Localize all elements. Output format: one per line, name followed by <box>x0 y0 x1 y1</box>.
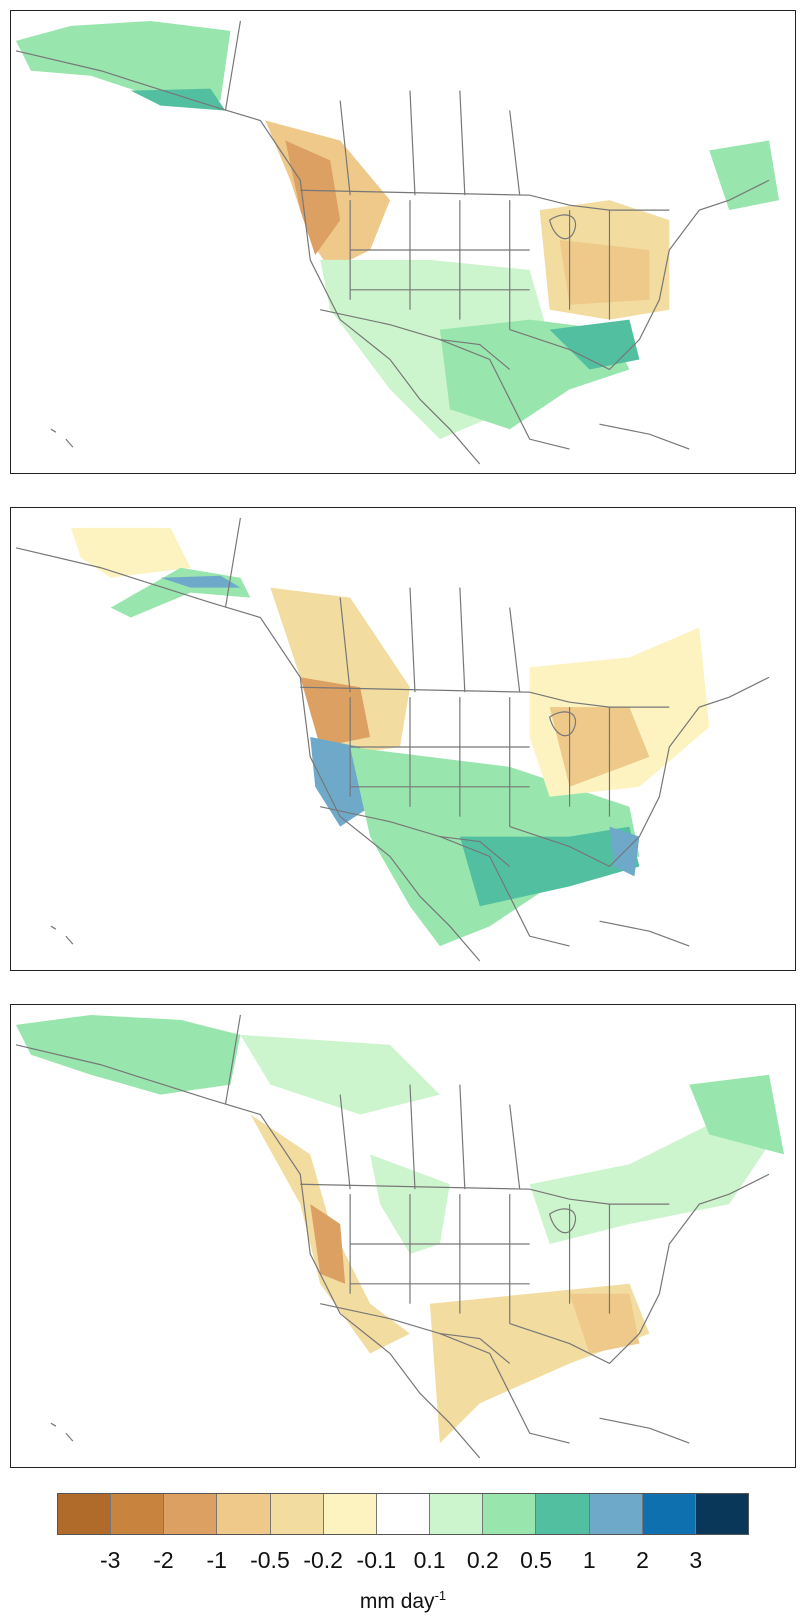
state-lines <box>349 1194 611 1324</box>
great-lakes <box>548 1208 577 1234</box>
alaska-wet-region <box>15 1014 241 1095</box>
cuba-island <box>599 1417 690 1444</box>
state-lines <box>349 200 611 330</box>
map-canvas <box>15 20 780 465</box>
colorbar-swatch <box>430 1494 484 1534</box>
colorbar-tick-label: -0.2 <box>303 1547 343 1573</box>
precip-map-middle <box>10 507 796 971</box>
northwest-dry-region <box>270 587 410 757</box>
colorbar-tick-label: -1 <box>206 1547 227 1573</box>
southeast-dry-core <box>569 1293 640 1354</box>
colorbar-swatch <box>376 1494 431 1534</box>
colorbar-tick-label: 3 <box>689 1547 703 1573</box>
cuba-island <box>599 920 690 947</box>
map-canvas <box>15 1014 785 1459</box>
coastline <box>15 547 770 962</box>
colorbar <box>57 1493 749 1535</box>
northeast-wet-region <box>529 1124 770 1244</box>
colorbar-swatch <box>323 1494 377 1534</box>
colorbar-tick-label: 0.5 <box>520 1547 553 1573</box>
colorbar-swatch <box>111 1494 165 1534</box>
colorbar-tick-label: -2 <box>153 1547 174 1573</box>
state-lines <box>349 697 611 827</box>
west-coast-dry-core <box>310 1204 346 1284</box>
precip-map-top <box>10 10 796 474</box>
province-lines <box>224 20 521 196</box>
colorbar-units-label: mm day-1 <box>0 1588 806 1614</box>
province-lines <box>224 1014 521 1190</box>
northwest-dry-core <box>285 140 341 255</box>
alaska-wet-region <box>15 20 231 101</box>
canada-us-border <box>300 189 670 211</box>
newfoundland-wet <box>709 140 780 211</box>
units-text: mm day <box>359 1590 435 1613</box>
coastline <box>15 1044 770 1459</box>
colorbar-tick-label: -0.5 <box>250 1547 290 1573</box>
coastline <box>15 50 770 465</box>
colorbar-tick-label: -0.1 <box>356 1547 397 1573</box>
colorbar-swatch <box>217 1494 271 1534</box>
us-mexico-border <box>320 806 511 867</box>
colorbar-swatch <box>270 1494 324 1534</box>
alaska-dry-region <box>70 527 191 578</box>
units-exponent: -1 <box>434 1588 447 1603</box>
canada-us-border <box>300 1183 670 1205</box>
east-dry-core <box>559 240 650 305</box>
province-lines <box>224 517 521 693</box>
cuba-island <box>599 423 690 450</box>
us-mexico-border <box>320 1303 511 1364</box>
colorbar-tick-label: 0.1 <box>413 1547 446 1573</box>
map-canvas <box>15 517 770 962</box>
colorbar-swatch <box>695 1494 749 1534</box>
canada-us-border <box>300 686 670 708</box>
colorbar-swatch <box>164 1494 218 1534</box>
precip-map-bottom <box>10 1004 796 1468</box>
alaska-wet-core <box>130 88 226 111</box>
hawaii-islands <box>50 428 74 448</box>
great-lakes <box>548 711 577 737</box>
colorbar-tick-labels: -3 -2 -1 -0.5 -0.2 -0.1 0.1 0.2 0.5 1 2 3 <box>57 1547 749 1577</box>
northwest-dry-core <box>300 677 371 747</box>
hawaii-islands <box>50 1422 74 1442</box>
colorbar-swatch <box>536 1494 590 1534</box>
colorbar-tick-label: 2 <box>636 1547 649 1573</box>
colorbar-swatch <box>483 1494 537 1534</box>
alaska-wet-core <box>160 575 241 588</box>
southeast-wet-core <box>549 319 640 370</box>
hawaii-islands <box>50 925 74 945</box>
colorbar-tick-label: 1 <box>582 1547 596 1573</box>
labrador-wet <box>689 1074 785 1155</box>
colorbar-tick-label: 0.2 <box>466 1547 499 1573</box>
north-canada-wet <box>240 1034 440 1115</box>
us-mexico-border <box>320 309 511 370</box>
colorbar-tick-label: -3 <box>99 1547 121 1573</box>
colorbar-swatch <box>642 1494 696 1534</box>
colorbar-swatch <box>58 1494 112 1534</box>
colorbar-swatch <box>589 1494 643 1534</box>
great-lakes <box>548 214 577 240</box>
